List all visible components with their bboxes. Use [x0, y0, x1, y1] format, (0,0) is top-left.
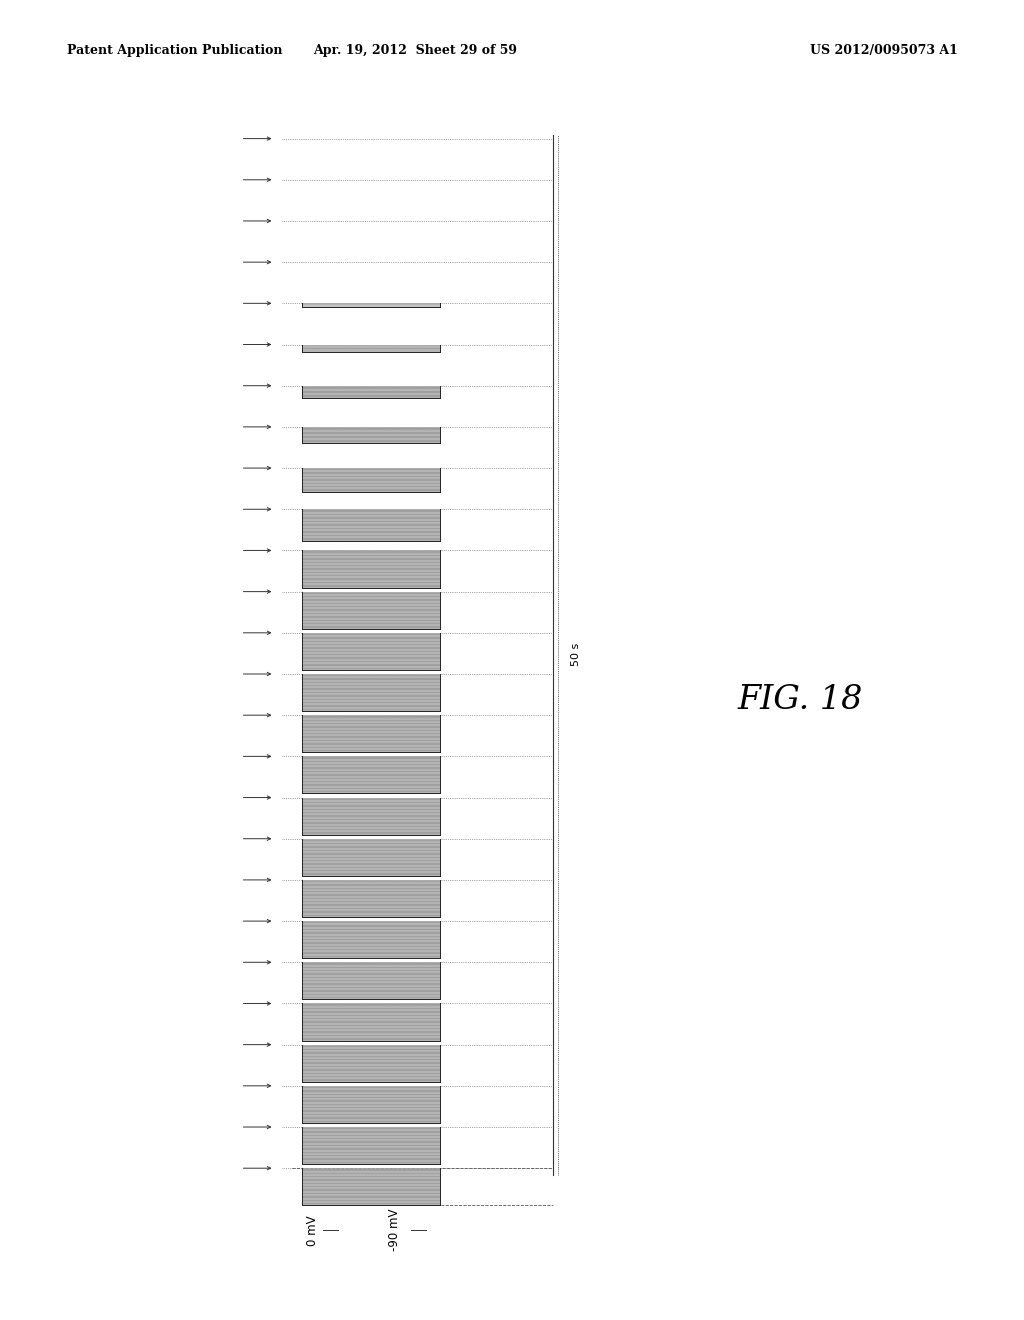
Text: FIG. 18: FIG. 18 [737, 684, 862, 715]
Text: Patent Application Publication: Patent Application Publication [67, 44, 282, 57]
Text: -90 mV: -90 mV [388, 1209, 400, 1251]
Text: 0 mV: 0 mV [306, 1214, 318, 1246]
Text: Apr. 19, 2012  Sheet 29 of 59: Apr. 19, 2012 Sheet 29 of 59 [312, 44, 517, 57]
Text: 50 s: 50 s [571, 643, 582, 667]
Text: US 2012/0095073 A1: US 2012/0095073 A1 [810, 44, 957, 57]
